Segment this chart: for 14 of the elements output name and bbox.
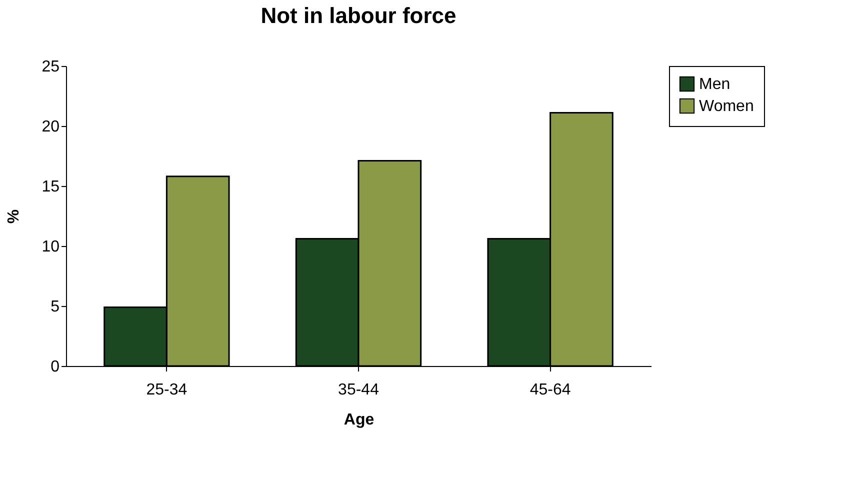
x-tick-label: 35-44 [338, 382, 380, 398]
y-tick-label: 15 [42, 178, 60, 196]
y-tick-label: 0 [50, 358, 60, 376]
x-tick-label: 45-64 [530, 382, 571, 398]
x-axis-title: Age [344, 412, 374, 428]
x-tick-label: 25-34 [146, 382, 188, 398]
legend-label: Women [699, 98, 754, 115]
y-tick-label: 5 [50, 298, 60, 316]
y-axis-title: % [6, 209, 23, 224]
chart-title: Not in labour force [260, 3, 456, 28]
legend-label: Men [699, 76, 730, 93]
y-tick-label: 20 [42, 118, 60, 136]
y-tick-label: 25 [42, 58, 60, 76]
y-tick-label: 10 [42, 238, 60, 256]
